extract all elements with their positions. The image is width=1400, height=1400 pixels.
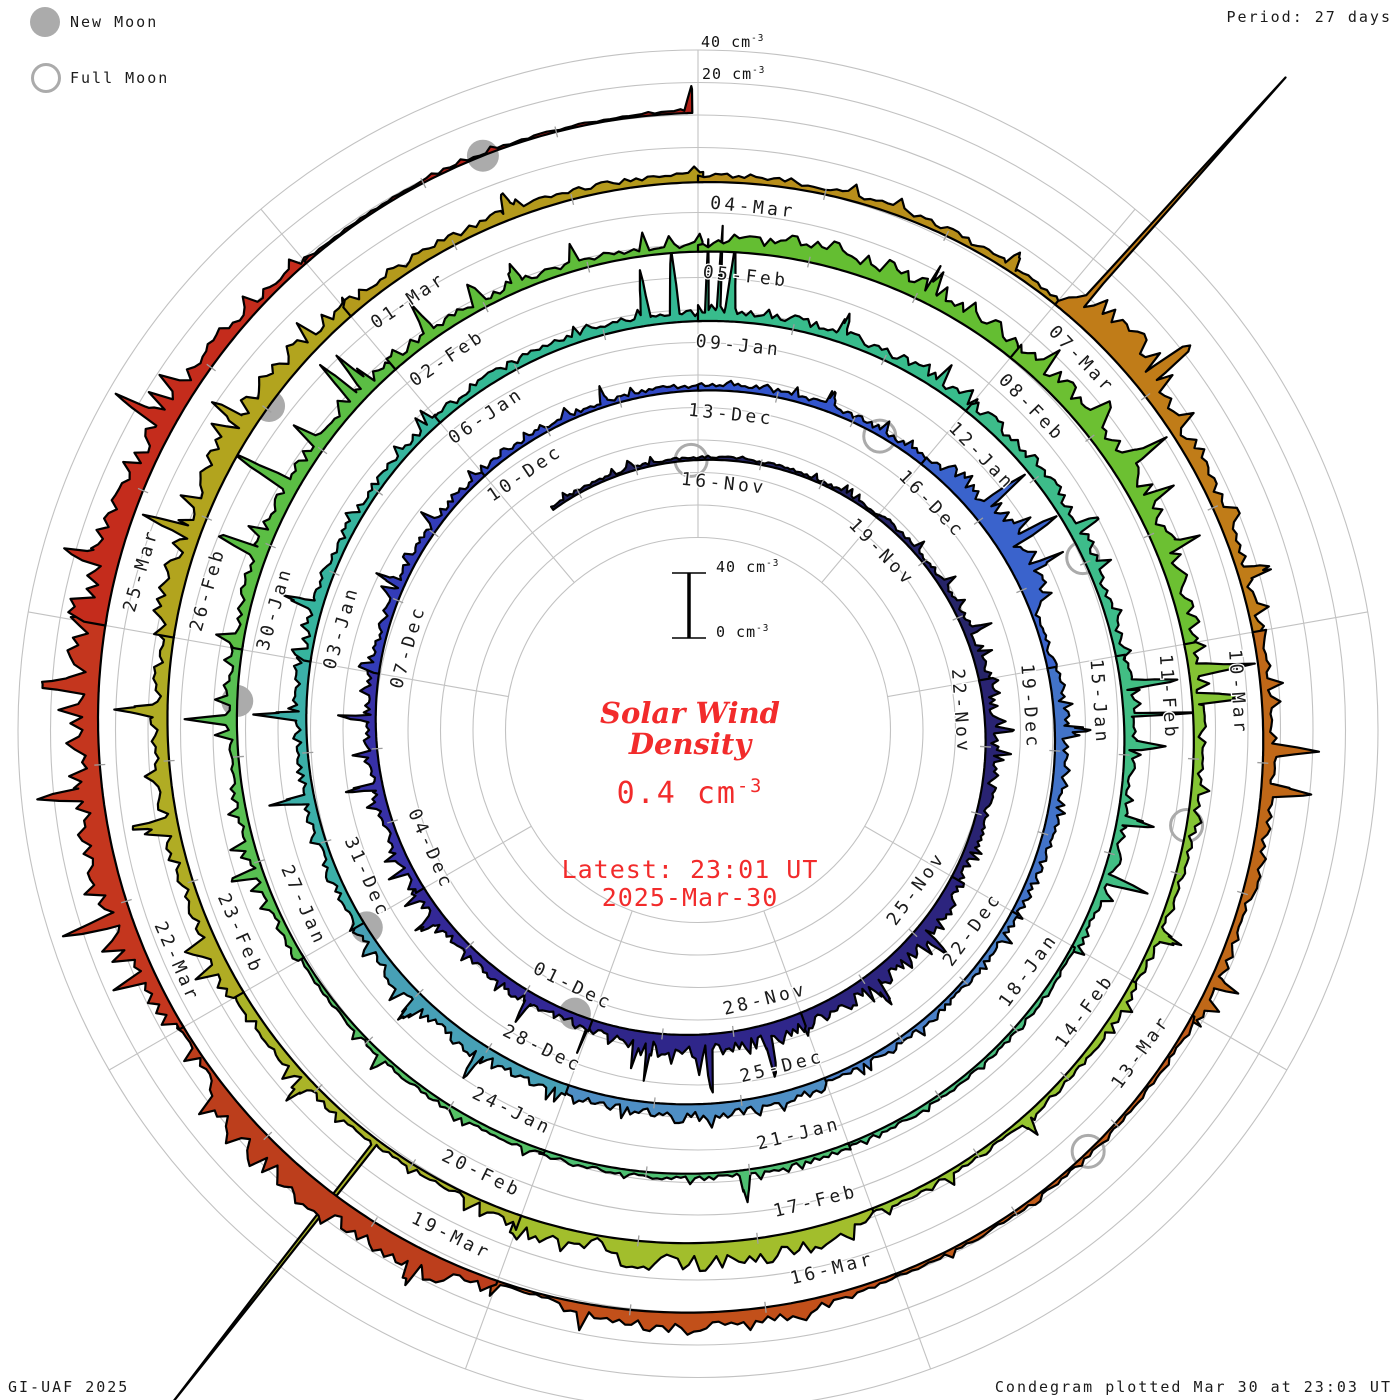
full-moon-marker — [862, 418, 898, 454]
date-label: 24-Jan — [469, 1083, 556, 1140]
date-label: 14-Feb — [1051, 970, 1119, 1052]
date-label: 16-Mar — [788, 1248, 877, 1289]
date-label: 10-Dec — [483, 441, 566, 507]
spiral-segment — [342, 165, 705, 318]
date-label: 06-Jan — [445, 383, 528, 449]
date-label: 20-Feb — [438, 1145, 525, 1202]
scalebar-bottom-label: 0 cm-3 — [716, 623, 770, 641]
spiral-segment — [141, 296, 356, 639]
outer-grid-label-40: 40 cm-3 — [701, 33, 765, 51]
center-disc — [528, 560, 868, 900]
latest-timestamp: Latest: 23:01 UT 2025-Mar-30 — [561, 855, 819, 912]
outer-grid-label-20: 20 cm-3 — [702, 65, 766, 83]
date-label: 13-Dec — [687, 400, 775, 430]
date-label: 04-Mar — [709, 192, 797, 222]
date-label: 16-Nov — [680, 469, 768, 499]
date-label: 21-Jan — [755, 1113, 844, 1154]
date-label: 15-Jan — [1086, 658, 1113, 745]
spiral-segment — [385, 231, 704, 371]
scale-bar — [672, 572, 706, 639]
spiral-segment — [508, 1207, 875, 1273]
spiral-segment — [576, 1011, 807, 1094]
legend-full-moon-label: Full Moon — [70, 69, 170, 87]
new-moon-icon — [30, 7, 60, 37]
date-label: 09-Jan — [695, 331, 783, 361]
spiral-segment — [538, 1142, 852, 1204]
full-moon-marker — [1070, 1133, 1106, 1169]
date-label: 10-Mar — [1224, 649, 1251, 736]
credit-label: GI-UAF 2025 — [8, 1378, 130, 1396]
date-label: 01-Mar — [367, 268, 450, 334]
legend-new-moon-label: New Moon — [70, 13, 159, 31]
period-label: Period: 27 days — [1226, 8, 1392, 26]
date-label: 19-Nov — [844, 514, 919, 590]
spiral-segment — [1188, 628, 1321, 1028]
spiral-segment — [303, 85, 694, 265]
density-spiral — [36, 76, 1321, 1400]
day-ticks — [94, 126, 1269, 1316]
spiral-segment — [403, 884, 594, 1033]
date-label: 11-Feb — [1155, 654, 1182, 741]
scalebar-top-label: 40 cm-3 — [716, 558, 780, 576]
latest-density-value: 0.4 cm-3 — [616, 776, 764, 811]
spiral-segment — [488, 1272, 898, 1336]
spiral-segment — [357, 468, 489, 675]
date-label: 17-Feb — [771, 1181, 860, 1222]
chart-title: Solar Wind Density — [600, 696, 780, 761]
spiral-segment — [875, 513, 994, 685]
date-label: 05-Feb — [702, 262, 790, 292]
plotted-timestamp: Condegram plotted Mar 30 at 23:03 UT — [994, 1378, 1392, 1396]
full-moon-icon — [31, 63, 61, 93]
